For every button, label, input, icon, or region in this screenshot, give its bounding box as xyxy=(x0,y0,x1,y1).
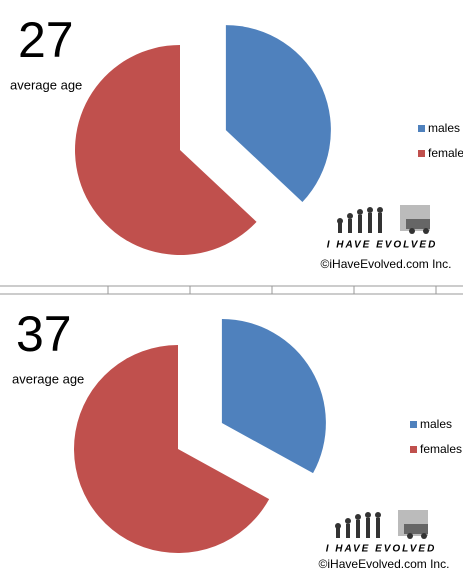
watermark: ©iHaveEvolved.com Inc. xyxy=(321,257,452,271)
big-number: 27 xyxy=(18,12,74,68)
evolution-icon xyxy=(335,510,428,539)
divider xyxy=(0,285,463,295)
legend-swatch xyxy=(410,446,417,453)
watermark: I HAVE EVOLVED xyxy=(326,544,437,555)
legend-label: males xyxy=(420,417,452,431)
legend-swatch xyxy=(410,421,417,428)
legend-swatch xyxy=(418,150,425,157)
pie-slice xyxy=(75,45,257,255)
pie-slice xyxy=(221,319,326,474)
pie-slice xyxy=(74,345,270,553)
caption: average age xyxy=(12,371,84,386)
big-number: 37 xyxy=(16,306,72,362)
evolution-icon xyxy=(337,205,430,234)
caption: average age xyxy=(10,77,82,92)
legend-label: female xyxy=(428,146,463,160)
pie-slice xyxy=(225,25,331,203)
watermark: ©iHaveEvolved.com Inc. xyxy=(319,557,450,571)
watermark: I HAVE EVOLVED xyxy=(327,240,438,251)
legend-label: males xyxy=(428,121,460,135)
legend-swatch xyxy=(418,125,425,132)
legend-label: females xyxy=(420,442,462,456)
